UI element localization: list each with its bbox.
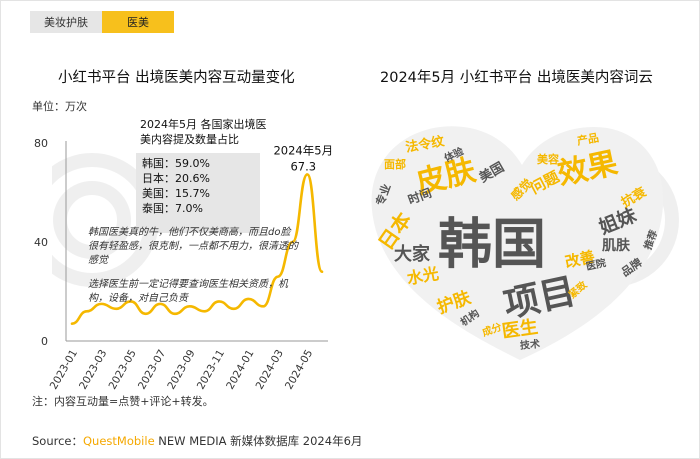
peak-date-label: 2024年5月	[273, 143, 333, 157]
tab-bar: 美妆护肤 医美	[30, 11, 174, 33]
share-row-thailand: 泰国：7.0%	[142, 201, 210, 216]
footnote: 注：内容互动量=点赞+评论+转发。	[32, 395, 214, 408]
user-comment-2: 选择医生前一定记得要查询医生相关资质，机构，设备，对自己负责	[88, 279, 288, 304]
y-tick-label: 0	[41, 335, 48, 348]
y-tick-label: 80	[34, 137, 48, 150]
share-row-usa: 美国：15.7%	[142, 186, 210, 201]
share-label: 日本：	[142, 172, 175, 185]
heart-shape	[371, 126, 664, 360]
cloud-word: 产品	[576, 130, 600, 148]
y-tick-label: 40	[34, 236, 48, 249]
share-box-title: 2024年5月 各国家出境医美内容提及数量占比	[140, 118, 267, 146]
share-label: 泰国：	[142, 202, 175, 215]
tab-beauty-skincare[interactable]: 美妆护肤	[30, 11, 102, 33]
source-prefix: Source：	[32, 434, 83, 448]
share-value: 15.7%	[175, 187, 210, 200]
unit-label: 单位：万次	[32, 100, 87, 113]
cloud-word: 技术	[519, 337, 540, 352]
share-list: 韩国：59.0% 日本：20.6% 美国：15.7% 泰国：7.0%	[142, 156, 210, 216]
cloud-word: 美容	[537, 152, 559, 166]
share-label: 美国：	[142, 187, 175, 200]
cloud-word: 法令纹	[404, 133, 446, 156]
cloud-word: 医生	[501, 316, 540, 343]
user-comment-1: 韩国医美真的牛，他们不仅美商高，而且do脸很有轻盈感，很克制，一点都不用力，很清…	[88, 227, 298, 266]
cloud-word: 医院	[585, 256, 607, 273]
cloud-word: 面部	[384, 157, 406, 171]
peak-value-label: 67.3	[290, 159, 316, 173]
cloud-word: 韩国	[438, 213, 546, 276]
share-value: 59.0%	[175, 157, 210, 170]
source-brand: QuestMobile	[83, 434, 155, 448]
share-row-korea: 韩国：59.0%	[142, 156, 210, 171]
left-chart-title: 小红书平台 出境医美内容互动量变化	[58, 70, 295, 86]
right-chart-title: 2024年5月 小红书平台 出境医美内容词云	[380, 70, 653, 86]
cloud-word: 大家	[394, 243, 431, 265]
share-row-japan: 日本：20.6%	[142, 171, 210, 186]
series-line	[70, 173, 324, 325]
cloud-word: 肌肤	[602, 238, 631, 254]
cloud-word: 改善	[563, 248, 596, 272]
source-line: Source：QuestMobile NEW MEDIA 新媒体数据库 2024…	[32, 433, 362, 449]
source-rest: NEW MEDIA 新媒体数据库 2024年6月	[154, 434, 363, 448]
tab-medical-aesthetics[interactable]: 医美	[102, 11, 174, 33]
share-value: 20.6%	[175, 172, 210, 185]
share-box	[136, 153, 260, 233]
share-value: 7.0%	[175, 202, 203, 215]
share-label: 韩国：	[142, 157, 175, 170]
